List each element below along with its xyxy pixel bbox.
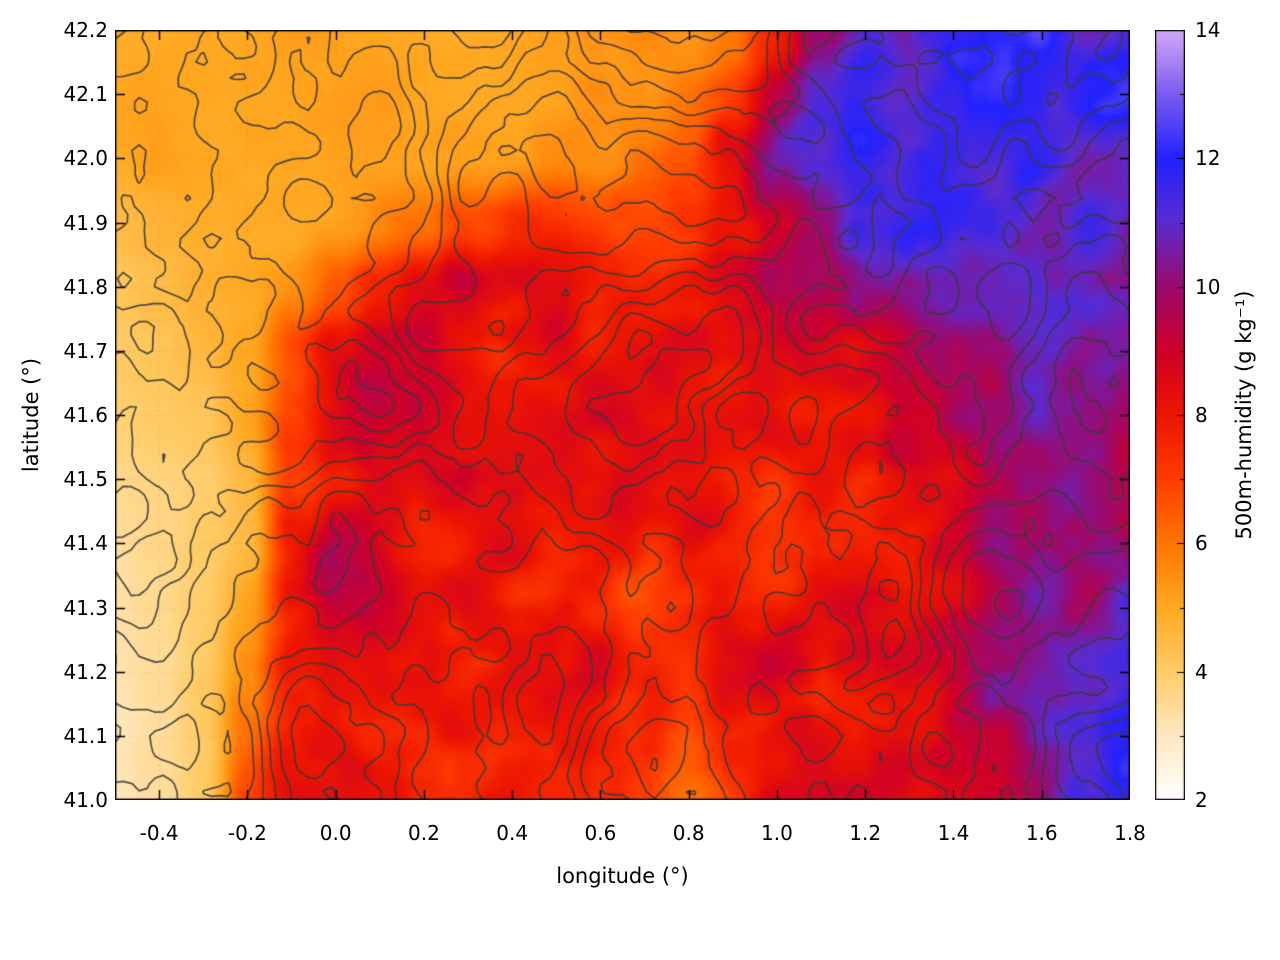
y-tick-label: 41.0: [63, 788, 108, 812]
x-tick-label: -0.4: [139, 821, 179, 845]
colorbar-tick-label: 6: [1195, 531, 1208, 556]
y-tick-label: 41.1: [63, 723, 108, 748]
y-tick-label: 41.4: [63, 531, 108, 556]
y-tick-label: 41.3: [63, 595, 108, 620]
colorbar-tick-label: 10: [1195, 274, 1221, 299]
colorbar-tick-label: 2: [1195, 788, 1208, 812]
x-tick-label: 1.0: [761, 821, 793, 845]
y-tick-label: 41.5: [63, 467, 108, 492]
colorbar-tick-label: 14: [1195, 18, 1221, 42]
colorbar-canvas: [1155, 30, 1185, 800]
x-tick-label: 0.0: [319, 821, 352, 845]
x-axis-label: longitude (°): [556, 864, 689, 888]
y-tick-label: 41.2: [63, 659, 108, 684]
colorbar-tick-label: 8: [1195, 403, 1208, 427]
x-tick-label: 0.8: [672, 821, 705, 845]
x-tick-label: 1.6: [1025, 821, 1058, 845]
x-tick-label: 1.4: [937, 821, 970, 845]
heatmap-canvas: [115, 30, 1130, 800]
colorbar-tick-label: 4: [1195, 659, 1208, 684]
y-tick-label: 41.6: [63, 403, 108, 427]
colorbar-label: 500m-humidity (g kg⁻¹): [1232, 290, 1256, 540]
y-tick-label: 41.7: [63, 338, 108, 363]
x-tick-label: 0.6: [584, 821, 617, 845]
colorbar-tick-label: 12: [1195, 146, 1221, 171]
y-tick-label: 42.2: [63, 18, 108, 42]
y-tick-label: 42.1: [63, 82, 108, 107]
x-tick-label: 1.2: [849, 821, 882, 845]
y-tick-label: 42.0: [63, 146, 108, 171]
x-tick-label: 0.4: [496, 821, 529, 845]
y-axis-label: latitude (°): [19, 357, 43, 473]
x-tick-label: -0.2: [227, 821, 267, 845]
y-tick-label: 41.9: [63, 210, 108, 235]
x-tick-label: 0.2: [408, 821, 440, 845]
x-tick-label: 1.8: [1114, 821, 1146, 845]
y-tick-label: 41.8: [63, 274, 108, 299]
